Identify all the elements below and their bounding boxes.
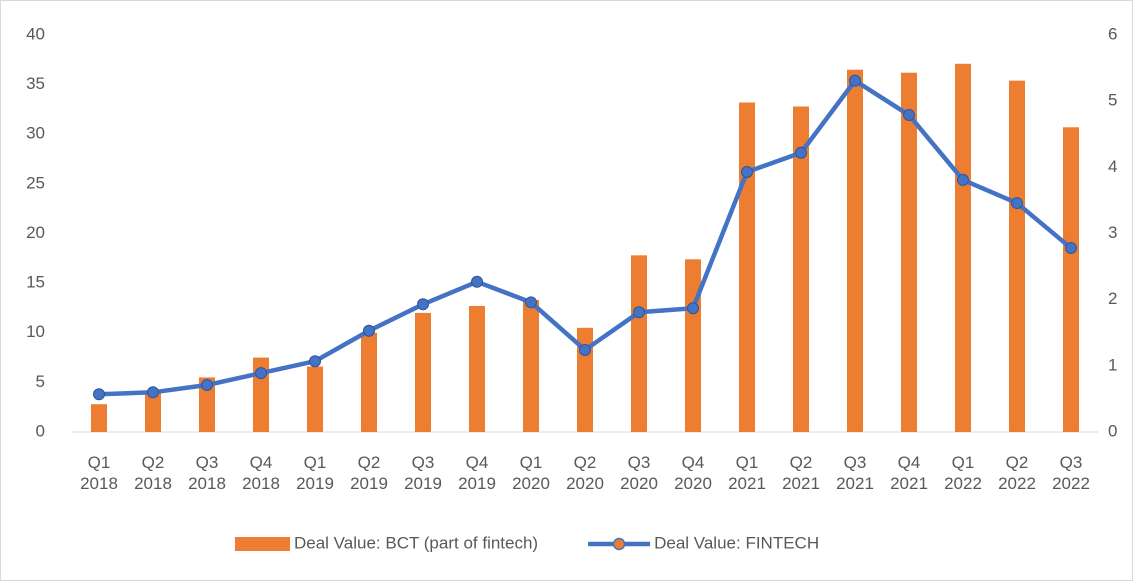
x-tick-label: Q2 2020 [566, 453, 604, 493]
bar [415, 312, 431, 432]
bar [847, 69, 863, 433]
line-marker [579, 343, 591, 356]
bar [361, 332, 377, 432]
line-marker [93, 388, 105, 401]
bar [469, 305, 485, 432]
x-tick-label: Q2 2021 [782, 453, 820, 493]
bar [1009, 80, 1025, 432]
x-tick-label: Q3 2019 [404, 453, 442, 493]
bar [199, 377, 215, 432]
x-tick-label: Q1 2018 [80, 453, 118, 493]
x-tick-label: Q1 2022 [944, 453, 982, 493]
line-marker [741, 165, 753, 178]
x-tick-label: Q4 2020 [674, 453, 712, 493]
bar [901, 72, 917, 432]
x-tick-label: Q4 2021 [890, 453, 928, 493]
line-marker [201, 379, 213, 392]
legend-marker [612, 537, 626, 551]
x-tick-label: Q3 2018 [188, 453, 226, 493]
x-tick-label: Q2 2018 [134, 453, 172, 493]
line-marker [363, 324, 375, 337]
y-tick-label: 20 [26, 223, 45, 242]
line-marker [687, 302, 699, 315]
bar [955, 63, 971, 432]
x-tick-label: Q1 2020 [512, 453, 550, 493]
x-tick-label: Q3 2022 [1052, 453, 1090, 493]
line-marker [147, 386, 159, 399]
x-tick-label: Q3 2021 [836, 453, 874, 493]
line-marker [525, 296, 537, 309]
bar [523, 299, 539, 432]
bar [739, 102, 755, 433]
bar [631, 255, 647, 432]
legend-label: Deal Value: FINTECH [654, 533, 819, 552]
bar [307, 366, 323, 432]
legend-label: Deal Value: BCT (part of fintech) [294, 533, 538, 552]
line-marker [1011, 197, 1023, 210]
y2-tick-label: 3 [1108, 223, 1117, 242]
line-marker [795, 146, 807, 159]
x-tick-label: Q1 2021 [728, 453, 766, 493]
bar [685, 259, 701, 432]
bar [145, 391, 161, 432]
line-marker [957, 173, 969, 186]
line-marker [309, 355, 321, 368]
y2-tick-label: 2 [1108, 289, 1117, 308]
y-tick-label: 5 [36, 372, 45, 391]
y-tick-label: 0 [36, 421, 45, 440]
line-marker [633, 306, 645, 319]
x-tick-label: Q2 2019 [350, 453, 388, 493]
line-marker [255, 367, 267, 380]
x-tick-label: Q2 2022 [998, 453, 1036, 493]
x-tick-label: Q1 2019 [296, 453, 334, 493]
y-tick-label: 10 [26, 322, 45, 341]
y-tick-label: 40 [26, 24, 45, 43]
y-tick-label: 30 [26, 124, 45, 143]
legend-swatch [235, 537, 290, 551]
line-marker [1065, 242, 1077, 255]
bar [91, 404, 107, 432]
line-marker [471, 275, 483, 288]
y2-tick-label: 6 [1108, 24, 1117, 43]
y-tick-label: 35 [26, 74, 45, 93]
bar [793, 106, 809, 433]
y2-tick-label: 5 [1108, 91, 1117, 110]
y2-tick-label: 0 [1108, 421, 1117, 440]
y-tick-label: 25 [26, 173, 45, 192]
bar [1063, 127, 1079, 433]
y-tick-label: 15 [26, 273, 45, 292]
line-marker [417, 298, 429, 311]
x-tick-label: Q4 2018 [242, 453, 280, 493]
y2-tick-label: 4 [1108, 157, 1117, 176]
x-tick-label: Q4 2019 [458, 453, 496, 493]
x-tick-label: Q3 2020 [620, 453, 658, 493]
line-marker [903, 109, 915, 122]
y2-tick-label: 1 [1108, 355, 1117, 374]
line-marker [849, 74, 861, 87]
